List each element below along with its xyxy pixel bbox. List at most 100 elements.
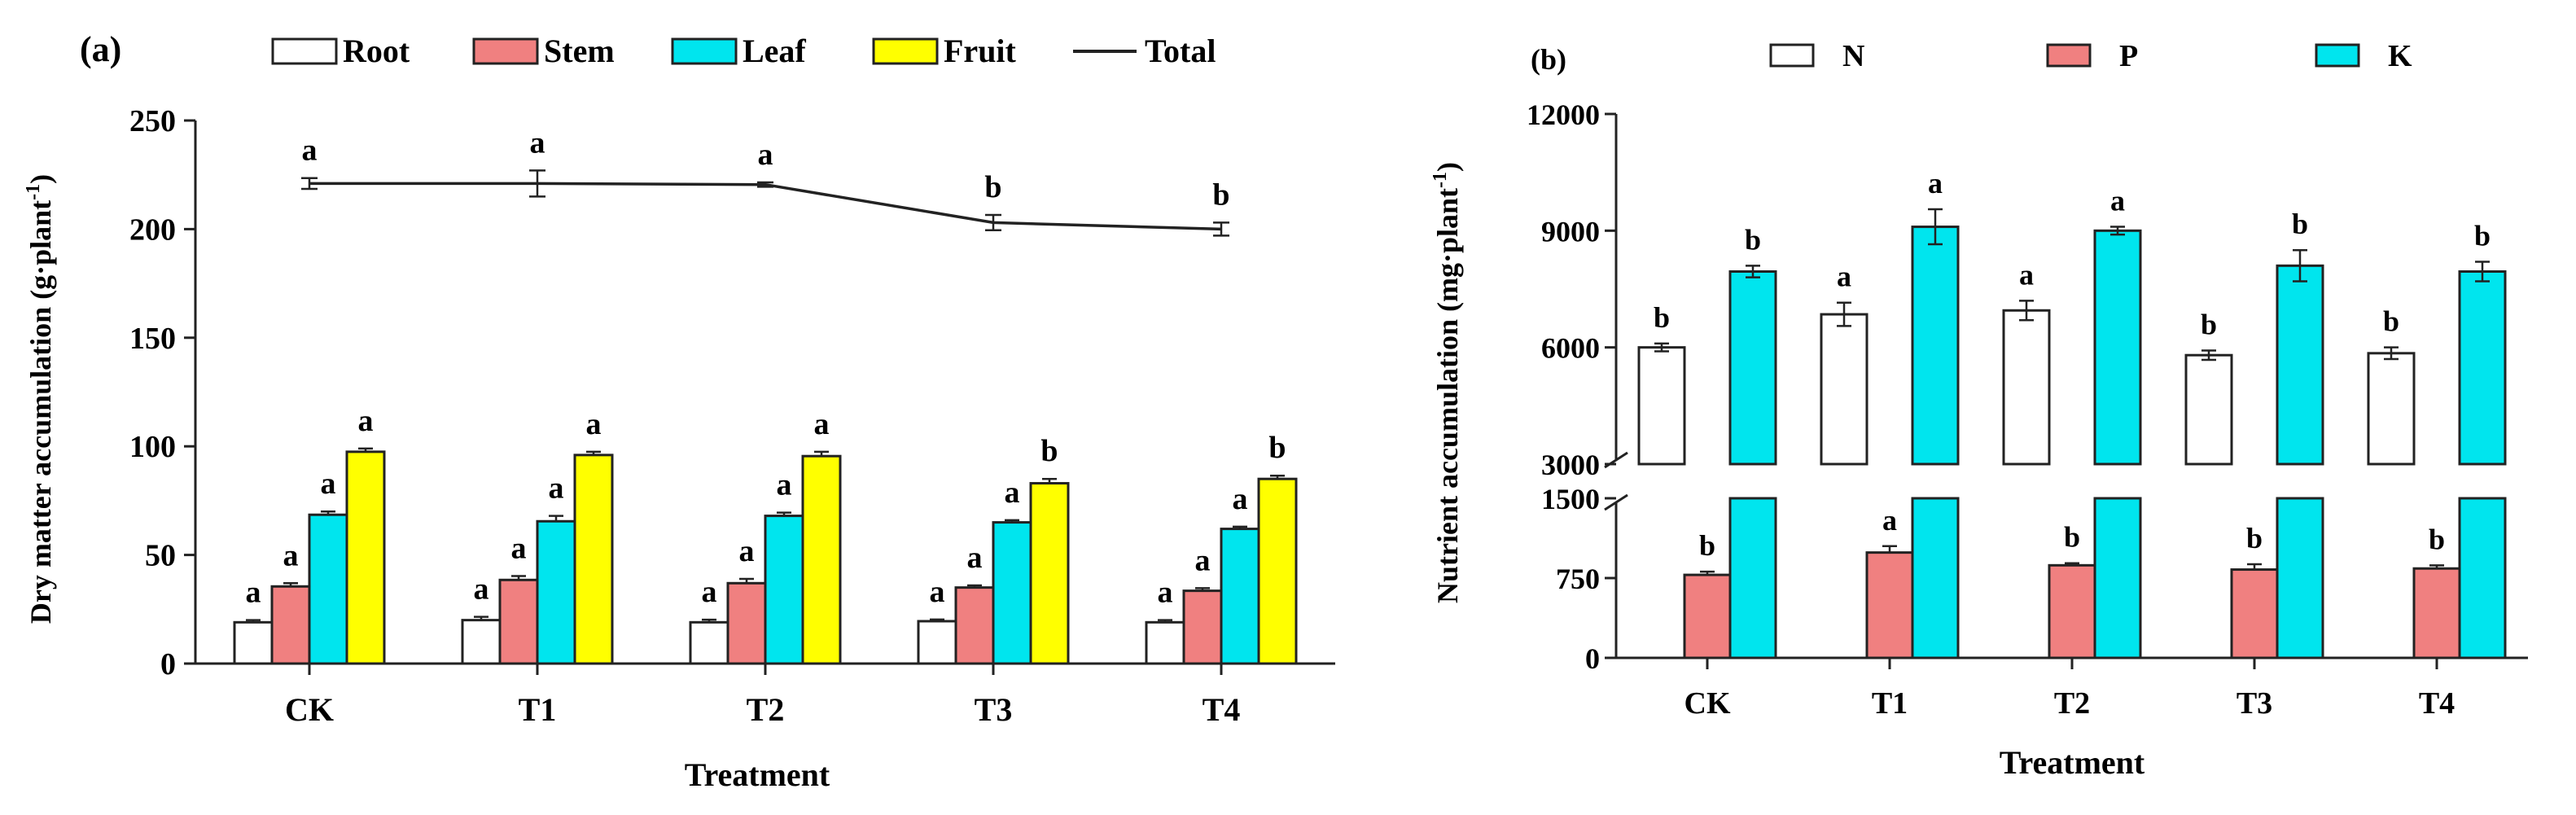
legend-swatch-a-leaf	[671, 37, 738, 65]
panel-b-y-tick-label: 1500	[1541, 483, 1600, 515]
legend-swatch-a-stem	[472, 37, 539, 65]
significance-letter-a-total: a	[758, 138, 773, 172]
significance-letter-a-root: a	[246, 576, 261, 610]
panel-a-y-tick-label: 0	[160, 647, 176, 681]
panel-b-label: (b)	[1531, 43, 1566, 76]
significance-letter-a-leaf: a	[549, 471, 564, 506]
significance-letter-a-total: a	[530, 125, 545, 160]
bar-b-n	[2184, 353, 2233, 466]
bar-a-stem	[1182, 589, 1223, 665]
bar-a-root	[917, 620, 957, 665]
significance-letter-a-leaf: a	[321, 467, 336, 501]
bar-b-n	[1820, 313, 1868, 466]
panel-a-x-tick-label: CK	[285, 691, 334, 728]
bar-b-k	[1728, 270, 1777, 466]
bar-a-stem	[498, 578, 539, 665]
panel-a-xlabel: Treatment	[685, 756, 830, 793]
significance-letter-a-leaf: a	[1005, 475, 1020, 510]
panel-b-x-tick-label: T4	[2419, 686, 2455, 721]
significance-letter-a-stem: a	[1195, 543, 1211, 577]
bar-a-fruit	[1257, 477, 1298, 665]
legend-label-a-total: Total	[1145, 33, 1216, 69]
bar-a-stem	[954, 586, 995, 665]
legend-label-b-k: K	[2388, 39, 2412, 73]
bar-a-stem	[270, 585, 311, 665]
panel-a-y-tick-label: 250	[129, 104, 176, 138]
bar-b-p	[2230, 568, 2279, 659]
legend-label-a-root: Root	[343, 33, 410, 69]
panel-b-x-tick-label: T3	[2236, 686, 2272, 721]
bar-b-k-lower-segment	[2276, 497, 2324, 659]
significance-letter-b-k: a	[1928, 167, 1943, 199]
panel-a-x-tick-label: T4	[1203, 691, 1241, 728]
legend-swatch-a-root	[271, 37, 338, 65]
panel-b-ylabel-close: )	[1431, 162, 1464, 172]
significance-letter-a-root: a	[702, 575, 717, 609]
panel-b-y-tick-label: 12000	[1527, 99, 1600, 131]
panel-b-y-tick-label: 750	[1556, 563, 1600, 595]
panel-b-ylabel-sup: -1	[1430, 172, 1451, 188]
bar-a-fruit	[1029, 482, 1070, 665]
legend-swatch-b-k	[2315, 43, 2360, 68]
bar-b-k-lower-segment	[2458, 497, 2507, 659]
significance-letter-a-root: a	[930, 575, 945, 609]
panel-b-x-tick-label: T1	[1872, 686, 1908, 721]
panel-a-y-tick-label: 100	[129, 430, 176, 464]
bar-a-fruit	[801, 454, 842, 665]
legend-swatch-a-fruit	[872, 37, 939, 65]
significance-letter-b-n: a	[1837, 261, 1851, 293]
significance-letter-a-leaf: a	[777, 468, 792, 502]
bar-b-p	[1865, 551, 1914, 659]
bar-a-root	[233, 620, 274, 665]
bar-b-k	[2276, 264, 2324, 466]
bar-a-leaf	[992, 521, 1032, 665]
panel-a-ylabel-close: )	[24, 174, 57, 184]
bar-b-k-lower-segment	[1728, 497, 1777, 659]
bar-a-leaf	[536, 519, 576, 665]
significance-letter-a-stem: a	[967, 541, 983, 575]
panel-a-x-tick-label: T3	[975, 691, 1013, 728]
legend-label-a-stem: Stem	[544, 33, 615, 69]
bar-a-fruit	[573, 454, 614, 665]
significance-letter-b-p: b	[2429, 523, 2445, 555]
bar-b-n	[1637, 346, 1686, 466]
significance-letter-b-n: b	[2201, 308, 2217, 340]
line-a-total	[309, 182, 1222, 231]
significance-letter-a-fruit: b	[1268, 431, 1286, 465]
panel-b-y-tick-label: 3000	[1541, 449, 1600, 481]
significance-letter-b-k: b	[2474, 220, 2491, 252]
significance-letter-a-total: b	[1212, 177, 1229, 212]
significance-letter-a-total: b	[984, 170, 1001, 204]
bar-b-p	[1683, 573, 1732, 659]
significance-letter-b-p: b	[1699, 529, 1715, 562]
bar-b-n	[2002, 309, 2051, 466]
panel-b-y-tick-label: 9000	[1541, 215, 1600, 248]
bar-b-p	[2412, 567, 2461, 659]
bar-a-leaf	[764, 515, 804, 665]
bar-a-root	[689, 620, 729, 665]
panel-b-ylabel: Nutrient accumulation (mg·plant-1)	[1430, 162, 1464, 603]
significance-letter-b-k: b	[1745, 223, 1761, 256]
bar-a-root	[1145, 620, 1185, 665]
panel-a-ylabel-main: Dry matter accumulation (g·plant	[24, 200, 57, 624]
panel-a-label: (a)	[80, 29, 121, 69]
significance-letter-a-fruit: a	[358, 404, 374, 438]
panel-a-y-tick-label: 150	[129, 322, 176, 356]
bar-a-root	[461, 619, 502, 665]
significance-letter-b-k: a	[2110, 185, 2125, 217]
bar-b-p	[2048, 563, 2096, 659]
panel-b-y-tick-label: 6000	[1541, 332, 1600, 365]
significance-letter-b-p: b	[2246, 522, 2263, 554]
bar-a-stem	[726, 581, 767, 665]
panel-b-axis-break-mark	[1604, 493, 1628, 511]
significance-letter-a-stem: a	[739, 534, 755, 568]
bar-a-fruit	[345, 450, 386, 665]
bar-b-k	[2093, 229, 2142, 466]
panel-a-x-tick-label: T1	[519, 691, 557, 728]
bar-b-k-lower-segment	[2093, 497, 2142, 659]
significance-letter-b-p: a	[1882, 504, 1897, 537]
significance-letter-a-fruit: a	[586, 407, 602, 441]
legend-swatch-b-p	[2046, 43, 2092, 68]
